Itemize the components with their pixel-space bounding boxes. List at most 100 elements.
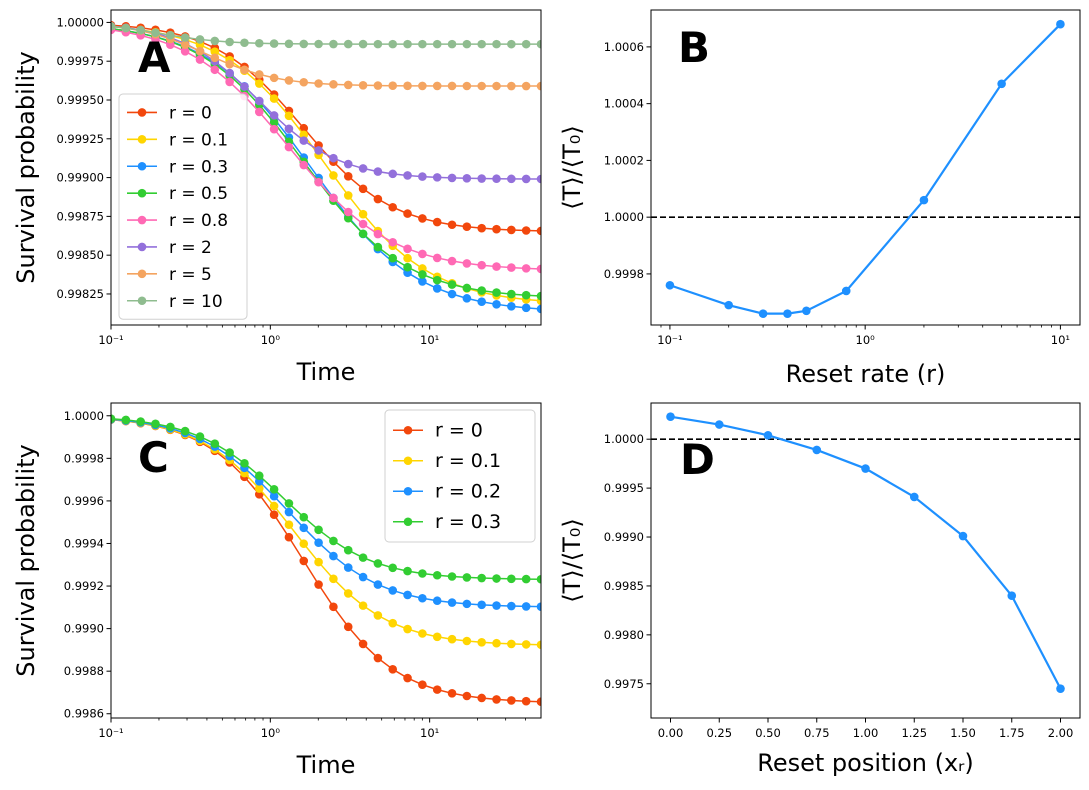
- data-point: [314, 39, 323, 49]
- legend-entry-1: r = 0.1: [435, 450, 501, 472]
- legend-swatch-marker: [137, 269, 147, 279]
- data-point: [507, 174, 516, 184]
- data-point: [477, 286, 486, 295]
- x-tick-label: 0.25: [706, 726, 732, 740]
- data-point: [403, 253, 412, 263]
- data-point: [536, 697, 541, 707]
- x-axis-label: Time: [296, 751, 356, 779]
- y-tick-label: 0.9998: [64, 451, 104, 465]
- data-point: [477, 637, 486, 647]
- data-point: [269, 94, 279, 103]
- legend-box: [384, 409, 536, 543]
- data-point: [783, 309, 792, 318]
- data-point: [447, 289, 457, 299]
- y-tick-label: 0.9986: [64, 707, 104, 721]
- legend-swatch-marker: [137, 161, 147, 171]
- data-point: [418, 270, 427, 279]
- x-tick-label: 10⁻¹: [98, 726, 123, 740]
- data-point: [536, 304, 541, 314]
- data-point: [388, 169, 398, 179]
- data-point: [373, 242, 383, 252]
- data-point: [477, 260, 486, 270]
- data-point: [329, 536, 338, 546]
- data-point: [507, 81, 516, 91]
- data-point: [373, 81, 383, 90]
- legend-entry-6: r = 5: [169, 265, 212, 285]
- y-tick-label: 1.0004: [604, 97, 644, 111]
- y-tick-label: 0.99850: [56, 248, 104, 262]
- x-tick-label: 10⁻¹: [657, 333, 682, 347]
- y-tick-label: 0.9990: [64, 622, 104, 636]
- data-point: [536, 39, 541, 49]
- data-point: [254, 96, 264, 106]
- data-point: [802, 306, 811, 316]
- x-tick-label: 2.00: [1048, 726, 1074, 740]
- x-tick-label: 10⁰: [856, 333, 876, 347]
- data-point: [507, 289, 516, 299]
- data-point: [111, 414, 116, 424]
- data-point: [462, 573, 472, 582]
- data-point: [477, 81, 486, 91]
- data-point: [724, 300, 733, 310]
- data-point: [492, 288, 501, 297]
- legend-entry-3: r = 0.3: [435, 511, 501, 533]
- x-tick-label: 0.75: [804, 726, 830, 740]
- series-line-0: [670, 415, 1062, 690]
- panel-b-letter: B: [678, 23, 710, 72]
- legend-swatch-marker: [403, 486, 413, 496]
- data-point: [299, 523, 309, 533]
- data-point: [507, 601, 516, 611]
- data-point: [462, 222, 472, 232]
- data-point: [403, 262, 412, 272]
- data-point: [269, 501, 279, 511]
- data-point: [403, 81, 412, 91]
- data-point: [225, 448, 234, 457]
- plot-frame: [110, 402, 542, 719]
- data-point: [909, 492, 919, 502]
- data-point: [492, 638, 501, 648]
- legend-swatch-marker: [403, 425, 413, 435]
- data-point: [492, 695, 501, 704]
- data-point: [210, 439, 220, 448]
- data-point: [151, 28, 160, 37]
- legend-swatch-marker: [137, 242, 147, 252]
- y-tick-label: 0.9998: [604, 267, 644, 281]
- data-point: [180, 47, 190, 56]
- data-point: [269, 118, 279, 127]
- data-point: [432, 284, 442, 293]
- data-point: [343, 80, 353, 90]
- data-point: [477, 573, 486, 583]
- data-point: [507, 696, 516, 705]
- legend-swatch-marker: [403, 517, 413, 527]
- data-point: [254, 484, 264, 493]
- data-point: [521, 290, 531, 300]
- data-point: [492, 574, 501, 583]
- data-point: [195, 55, 205, 64]
- data-point: [432, 596, 442, 606]
- data-point: [225, 77, 234, 87]
- y-tick-label: 0.9995: [604, 481, 644, 495]
- data-point: [388, 618, 398, 628]
- data-point: [388, 664, 398, 674]
- data-point: [403, 209, 412, 218]
- data-point: [432, 173, 442, 182]
- data-point: [343, 39, 353, 49]
- data-point: [462, 173, 472, 183]
- data-point: [284, 111, 294, 121]
- data-point: [521, 39, 531, 49]
- data-point: [462, 283, 472, 293]
- data-point: [462, 259, 472, 268]
- data-point: [358, 39, 368, 49]
- data-point: [418, 680, 427, 689]
- data-point: [358, 553, 368, 562]
- y-axis-label: Survival probability: [12, 444, 40, 676]
- data-point: [314, 79, 323, 88]
- data-point: [418, 593, 427, 603]
- data-point: [418, 264, 427, 273]
- data-point: [536, 640, 541, 650]
- data-point: [507, 302, 516, 311]
- y-tick-label: 0.99875: [56, 209, 104, 223]
- data-point: [358, 229, 368, 239]
- data-point: [447, 572, 457, 581]
